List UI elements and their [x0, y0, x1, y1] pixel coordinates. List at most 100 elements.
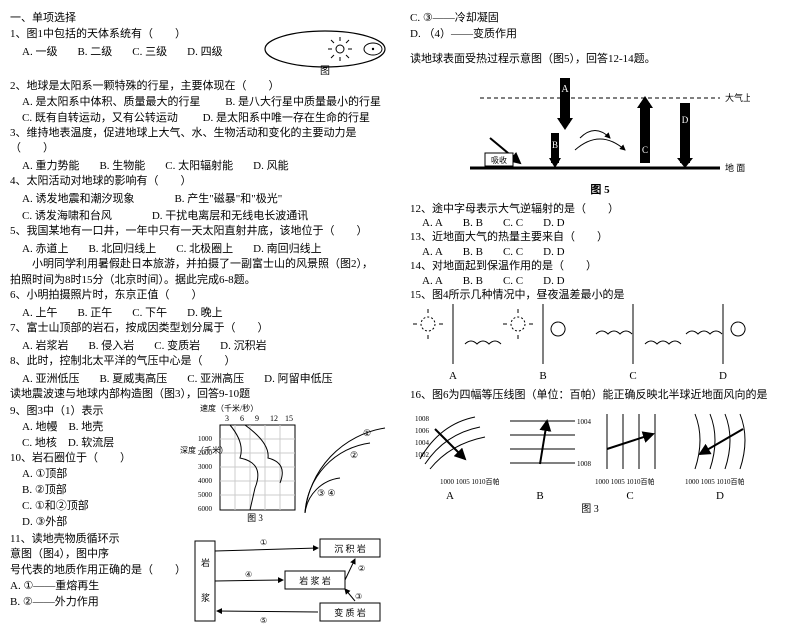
svg-text:①: ① — [363, 428, 371, 438]
q3-opt-b: B. 生物能 — [99, 157, 145, 173]
svg-text:吸收: 吸收 — [491, 155, 507, 165]
q13-opt-c: C. C — [503, 246, 523, 258]
q9-opt-b: B. 地壳 — [68, 421, 103, 433]
q2-opt-c: C. 既有自转运动，又有公转运动 — [22, 112, 178, 124]
svg-text:1008: 1008 — [577, 460, 592, 468]
svg-text:C: C — [629, 370, 636, 382]
svg-text:图 5: 图 5 — [590, 183, 610, 196]
svg-text:1002: 1002 — [415, 451, 430, 459]
svg-text:1000: 1000 — [198, 435, 213, 443]
q12-opt-a: A. A — [422, 217, 443, 229]
q8-opt-a: A. 亚洲低压 — [22, 370, 79, 386]
q7-opt-d: D. 沉积岩 — [220, 337, 266, 353]
q14-text: 14、对地面起到保温作用的是（ ） — [410, 259, 790, 274]
q11-l2: 意图（图4），图中序 — [10, 547, 182, 562]
q14-opt-b: B. B — [463, 275, 483, 287]
svg-text:2000: 2000 — [198, 449, 213, 457]
svg-text:1006: 1006 — [415, 427, 430, 435]
svg-text:D: D — [682, 115, 689, 125]
q10-opt-a: A. ①顶部 — [22, 467, 142, 482]
q1-opt-b: B. 二级 — [77, 43, 112, 59]
q6-text: 6、小明拍摄照片时，东京正值（ ） — [10, 288, 390, 303]
svg-text:大气上界: 大气上界 — [725, 92, 750, 103]
q7-opt-c: C. 变质岩 — [154, 337, 200, 353]
svg-text:A: A — [561, 84, 569, 95]
q6-opt-a: A. 上午 — [22, 304, 57, 320]
svg-text:1000 1005 1010百帕: 1000 1005 1010百帕 — [595, 477, 655, 486]
q12-text: 12、途中字母表示大气逆辐射的是（ ） — [410, 202, 790, 217]
svg-text:①: ① — [260, 538, 267, 547]
svg-text:②: ② — [350, 450, 358, 460]
svg-text:6: 6 — [240, 414, 244, 423]
q14-opt-a: A. A — [422, 275, 443, 287]
q3-options: A. 重力势能 B. 生物能 C. 太阳辐射能 D. 风能 — [22, 157, 390, 173]
q11-opt-a: A. ①——重熔再生 — [10, 579, 182, 594]
q7-options: A. 岩浆岩 B. 侵入岩 C. 变质岩 D. 沉积岩 — [22, 337, 390, 353]
passage3: 读地球表面受热过程示意图（图5），回答12-14题。 — [410, 52, 790, 67]
q13-opt-a: A. A — [422, 246, 443, 258]
svg-text:③: ③ — [355, 592, 362, 601]
svg-text:C: C — [642, 145, 648, 155]
passage1-l1: 小明同学利用暑假赴日本旅游，并拍摄了一副富士山的风景照（图2）， — [10, 257, 390, 272]
q4-opt-b: B. 产生"磁暴"和"极光" — [174, 190, 282, 206]
q5-text: 5、我国某地有一口井，一年中只有一天太阳直射井底，该地位于（ ） — [10, 224, 390, 239]
q13-opt-d: D. D — [543, 246, 564, 258]
q6-opt-d: D. 晚上 — [187, 304, 222, 320]
svg-text:D: D — [716, 490, 724, 502]
q8-opt-b: B. 夏威夷高压 — [99, 370, 167, 386]
q14-opt-c: C. C — [503, 275, 523, 287]
q7-opt-b: B. 侵入岩 — [88, 337, 134, 353]
q6-options: A. 上午 B. 正午 C. 下午 D. 晚上 — [22, 304, 390, 320]
q10-text: 10、岩石圈位于（ ） — [10, 451, 142, 466]
svg-text:地 面: 地 面 — [725, 162, 745, 173]
q8-options: A. 亚洲低压 B. 夏威夷高压 C. 亚洲高压 D. 阿留申低压 — [22, 370, 390, 386]
svg-text:C: C — [626, 490, 633, 502]
q5-opt-b: B. 北回归线上 — [88, 240, 156, 256]
q6-opt-c: C. 下午 — [132, 304, 167, 320]
q2-opt-b: B. 是八大行星中质量最小的行星 — [225, 96, 381, 108]
q7-text: 7、富士山顶部的岩石，按成因类型划分属于（ ） — [10, 321, 390, 336]
svg-text:9: 9 — [255, 414, 259, 423]
svg-text:A: A — [446, 490, 454, 502]
figure-3: 速度（千米/秒） 3 6 9 12 15 — [150, 403, 390, 526]
svg-text:变 质 岩: 变 质 岩 — [334, 607, 366, 618]
q1-opt-a: A. 一级 — [22, 43, 57, 59]
q12-opt-c: C. C — [503, 217, 523, 229]
q3-text: 3、维持地表温度，促进地球上大气、水、生物活动和变化的主要动力是（ ） — [10, 126, 390, 156]
svg-text:15: 15 — [285, 414, 293, 423]
svg-text:图 3: 图 3 — [247, 513, 263, 523]
q2-opt-d: D. 是太阳系中唯一存在生命的行星 — [203, 112, 370, 124]
q4-opt-c: C. 诱发海啸和台风 — [22, 207, 112, 223]
q5-options: A. 赤道上 B. 北回归线上 C. 北极圈上 D. 南回归线上 — [22, 240, 390, 256]
q14-opt-d: D. D — [543, 275, 564, 287]
q3-opt-c: C. 太阳辐射能 — [165, 157, 233, 173]
q13-opt-b: B. B — [463, 246, 483, 258]
svg-text:B: B — [536, 490, 543, 502]
q2-text: 2、地球是太阳系一颗特殊的行星，主要体现在（ ） — [10, 79, 390, 94]
svg-text:图: 图 — [320, 65, 330, 75]
q1-opt-d: D. 四级 — [187, 43, 222, 59]
q1-options: A. 一级 B. 二级 C. 三级 D. 四级 — [22, 43, 256, 59]
q10-opt-b: B. ②顶部 — [22, 483, 142, 498]
q5-opt-d: D. 南回归线上 — [253, 240, 321, 256]
figure-4: 岩 浆 沉 积 岩 岩 浆 岩 变 质 岩 — [190, 531, 390, 634]
svg-text:浆: 浆 — [201, 592, 210, 603]
q1-opt-c: C. 三级 — [132, 43, 167, 59]
figure-1: 图 — [260, 27, 390, 78]
q6-opt-b: B. 正午 — [77, 304, 112, 320]
q12-opt-b: B. B — [463, 217, 483, 229]
svg-text:12: 12 — [270, 414, 278, 423]
svg-text:B: B — [552, 140, 558, 150]
q10-opt-d: D. ③外部 — [22, 515, 142, 530]
figure-q15: A B C — [410, 304, 770, 387]
q11-l1: 11、读地壳物质循环示 — [10, 532, 182, 547]
q11-opt-d: D. （4）——变质作用 — [410, 27, 790, 42]
q8-text: 8、此时，控制北太平洋的气压中心是（ ） — [10, 354, 390, 369]
q11-l3: 号代表的地质作用正确的是（ ） — [10, 563, 182, 578]
svg-text:B: B — [539, 370, 546, 382]
q9-opt-a: A. 地幔 — [22, 421, 57, 433]
svg-text:图 3: 图 3 — [581, 503, 599, 514]
q9-opt-c: C. 地核 — [22, 437, 57, 449]
q5-opt-c: C. 北极圈上 — [176, 240, 233, 256]
svg-text:②: ② — [358, 564, 365, 573]
